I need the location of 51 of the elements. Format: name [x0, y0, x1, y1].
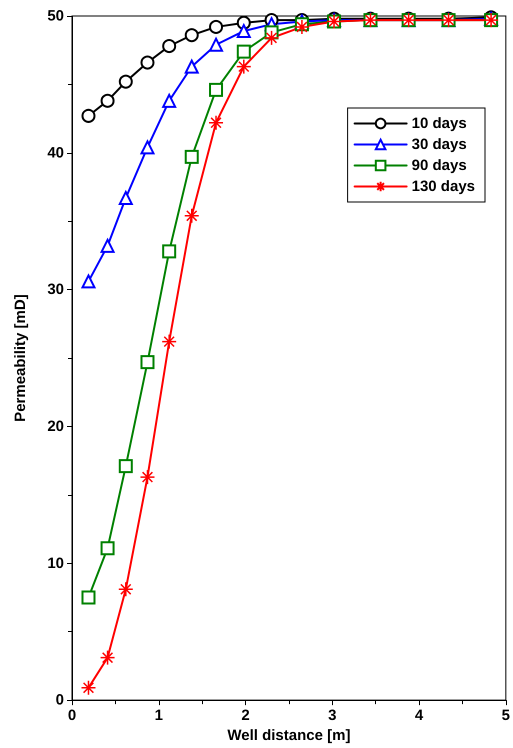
point: [184, 150, 199, 164]
legend-label: 30 days: [412, 136, 467, 153]
point: [184, 60, 199, 74]
point: [236, 58, 252, 74]
point: [264, 30, 280, 46]
point: [184, 28, 199, 42]
x-tick-label: 0: [68, 707, 76, 724]
y-tick-label: 10: [47, 554, 64, 572]
x-tick-label: 5: [502, 707, 510, 724]
point: [209, 38, 224, 52]
y-tick-label: 50: [47, 8, 64, 24]
point: [140, 140, 154, 154]
x-tick-label: 2: [241, 707, 250, 724]
point: [140, 355, 154, 370]
y-tick-label: 30: [47, 281, 64, 298]
point: [100, 650, 116, 666]
y-tick-label: 40: [47, 144, 64, 162]
point: [209, 82, 224, 97]
point: [208, 114, 224, 130]
point: [161, 334, 177, 350]
x-tick-label: 1: [154, 707, 163, 724]
point: [118, 190, 133, 205]
point: [81, 274, 96, 288]
point: [140, 56, 154, 70]
point: [209, 20, 224, 34]
point: [162, 39, 176, 54]
point: [80, 680, 96, 696]
point: [81, 590, 96, 604]
y-tick-label: 20: [47, 418, 64, 435]
x-tick-label: 3: [328, 707, 336, 724]
point: [118, 74, 133, 89]
y-tick-label: 0: [56, 692, 64, 709]
point: [236, 24, 251, 38]
point: [100, 94, 115, 108]
point: [100, 238, 115, 253]
point: [184, 208, 200, 224]
legend-label: 90 days: [412, 157, 467, 174]
point: [162, 244, 176, 258]
point: [294, 19, 310, 35]
point: [118, 582, 134, 598]
point: [118, 459, 133, 474]
legend-label: 10 days: [412, 115, 467, 132]
x-axis-title: Well distance [m]: [227, 727, 350, 744]
point: [162, 94, 176, 108]
point: [82, 108, 96, 123]
point: [140, 469, 156, 485]
legend-label: 130 days: [412, 178, 476, 195]
y-axis-title: Permeability [mD]: [12, 294, 29, 422]
point: [236, 44, 251, 59]
point: [100, 541, 115, 556]
x-tick-label: 4: [414, 707, 424, 724]
